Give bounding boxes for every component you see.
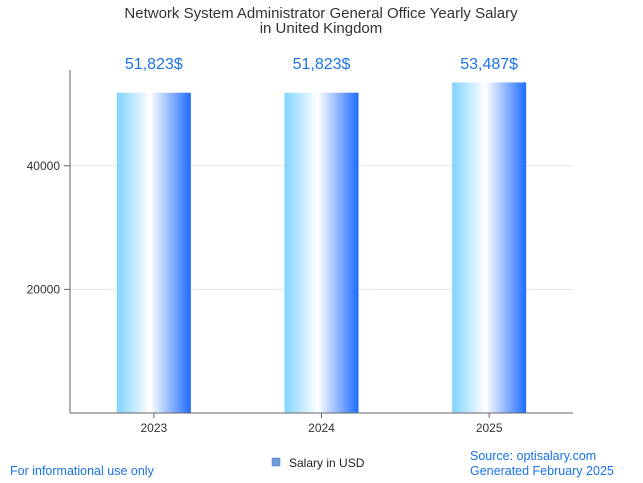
data-label-2025: 53,487$ <box>460 56 518 73</box>
data-label-2023: 51,823$ <box>125 56 183 73</box>
bar-2025 <box>452 82 527 413</box>
bars <box>116 82 527 414</box>
x-tick-label-2023: 2023 <box>140 421 167 435</box>
chart-title-line-1: Network System Administrator General Off… <box>124 5 518 22</box>
footer-generated: Generated February 2025 <box>470 464 614 478</box>
bar-2024 <box>284 92 359 414</box>
data-labels: 51,823$ 51,823$ 53,487$ <box>125 56 518 73</box>
legend-swatch <box>271 457 281 467</box>
chart-title: Network System Administrator General Off… <box>124 5 518 37</box>
x-tick-label-2024: 2024 <box>308 421 335 435</box>
x-axis-ticks: 2023 2024 2025 <box>140 413 503 435</box>
y-tick-label-20000: 20000 <box>27 282 61 296</box>
data-label-2024: 51,823$ <box>293 56 351 73</box>
x-tick-label-2025: 2025 <box>476 421 503 435</box>
chart-title-line-2: in United Kingdom <box>260 20 383 37</box>
legend-label: Salary in USD <box>289 456 365 470</box>
y-tick-label-40000: 40000 <box>27 159 61 173</box>
footer-disclaimer: For informational use only <box>10 464 155 478</box>
footer-source: Source: optisalary.com <box>470 449 596 463</box>
y-axis-ticks: 20000 40000 <box>27 159 70 296</box>
bar-2023 <box>116 92 191 414</box>
legend: Salary in USD <box>271 456 365 470</box>
footer: For informational use only Source: optis… <box>10 449 614 478</box>
